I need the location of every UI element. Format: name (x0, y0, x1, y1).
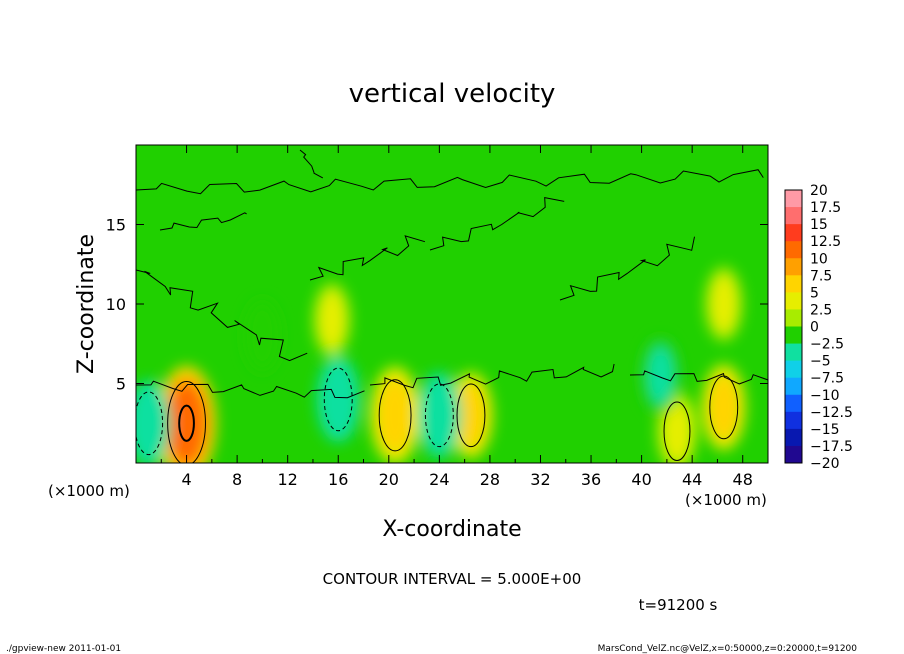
x-tick-label: 48 (733, 470, 753, 489)
y-axis-label: Z-coordinate (74, 234, 99, 374)
colorbar-swatch (785, 275, 802, 293)
colorbar-swatch (785, 428, 802, 447)
zero-contour (136, 269, 308, 362)
colorbar-swatch (785, 207, 802, 225)
footer-left: ./gpview-new 2011-01-01 (6, 644, 121, 654)
zero-contour (136, 169, 764, 195)
feature-contour-inner (178, 404, 195, 442)
colorbar-label: −20 (810, 456, 840, 472)
colorbar-label: 0 (810, 320, 819, 336)
x-axis: 4 8 12 16 20 24 28 32 36 40 44 48 (160, 145, 753, 489)
x-axis-label: X-coordinate (382, 517, 521, 542)
feature-core (318, 291, 346, 349)
x-tick-label: 12 (278, 470, 298, 489)
y-axis: 5 10 15 (106, 216, 768, 394)
y-tick-label: 15 (106, 216, 126, 235)
colorbar-label: −7.5 (810, 371, 844, 387)
x-tick-label: 16 (328, 470, 348, 489)
feature-core (646, 345, 675, 406)
x-tick-label: 32 (530, 470, 550, 489)
colorbar-label: −5 (810, 354, 831, 370)
colorbar-swatch (785, 258, 802, 276)
x-tick-label: 20 (379, 470, 399, 489)
colorbar-swatch (785, 224, 802, 242)
plot-field (136, 145, 768, 463)
feature-core (423, 382, 455, 449)
zero-contour (309, 235, 426, 281)
colorbar-label: 10 (810, 251, 828, 267)
zero-contour (629, 370, 768, 385)
colorbar-swatch (785, 326, 802, 345)
footer-right: MarsCond_VelZ.nc@VelZ,x=0:50000,z=0:2000… (598, 644, 858, 654)
x-tick-label: 4 (181, 470, 191, 489)
feature-core (322, 366, 354, 433)
y-tick-label: 10 (106, 295, 126, 314)
feature-core (708, 374, 740, 441)
feature-core (662, 400, 692, 463)
contour-interval-label: CONTOUR INTERVAL = 5.000E+00 (323, 570, 582, 588)
feature-contour (167, 380, 206, 463)
x-tick-label: 24 (429, 470, 449, 489)
time-label: t=91200 s (639, 596, 718, 614)
feature-core (165, 379, 208, 463)
colorbar-label: 7.5 (810, 268, 832, 284)
y-tick-label: 5 (116, 375, 126, 394)
feature-contour (378, 379, 412, 452)
colorbar-label: 5 (810, 285, 819, 301)
x-tick-label: 44 (682, 470, 702, 489)
colorbar-swatch (785, 445, 802, 464)
colorbar-swatch (785, 411, 802, 430)
feature-contour (323, 367, 353, 432)
zero-contour (136, 380, 365, 399)
colorbar-swatch (785, 377, 802, 396)
colorbar-label: −10 (810, 388, 840, 404)
zero-contour (559, 236, 695, 301)
colorbar-swatch (785, 394, 802, 413)
colorbar-swatch (785, 190, 802, 208)
zero-contour (159, 212, 247, 231)
feature-contour (136, 391, 164, 456)
colorbar-label: −12.5 (810, 405, 853, 421)
x-unit-label: (×1000 m) (685, 491, 767, 509)
x-tick-label: 40 (631, 470, 651, 489)
feature-contour (663, 401, 691, 461)
colorbar-swatch (785, 360, 802, 379)
x-tick-label: 36 (581, 470, 601, 489)
colorbar-label: 20 (810, 183, 828, 199)
feature-core (377, 377, 413, 453)
feature-core (249, 308, 276, 364)
field-shading (136, 266, 746, 463)
colorbar-swatch (785, 309, 802, 327)
colorbar-label: 12.5 (810, 234, 841, 250)
zero-contour (299, 149, 324, 179)
chart-title: vertical velocity (349, 79, 556, 109)
feature-core (455, 382, 487, 449)
colorbar-label: 2.5 (810, 302, 832, 318)
feature-core (136, 390, 165, 457)
colorbar-swatch (785, 343, 802, 362)
colorbar-label: −15 (810, 422, 840, 438)
colorbar-frame (784, 189, 803, 464)
contour-lines (136, 149, 768, 463)
colorbar-label: −2.5 (810, 337, 844, 353)
colorbar-label: 17.5 (810, 200, 841, 216)
y-unit-label: (×1000 m) (48, 482, 130, 500)
feature-contour (424, 383, 454, 448)
zero-contour (429, 196, 565, 251)
x-tick-label: 28 (480, 470, 500, 489)
zero-contour (369, 363, 615, 389)
colorbar-label: −17.5 (810, 439, 853, 455)
colorbar-swatch (785, 292, 802, 310)
x-tick-label: 8 (232, 470, 242, 489)
colorbar-swatch (785, 241, 802, 259)
feature-contour (456, 383, 486, 448)
feature-core (710, 275, 738, 333)
colorbar-label: 15 (810, 217, 828, 233)
